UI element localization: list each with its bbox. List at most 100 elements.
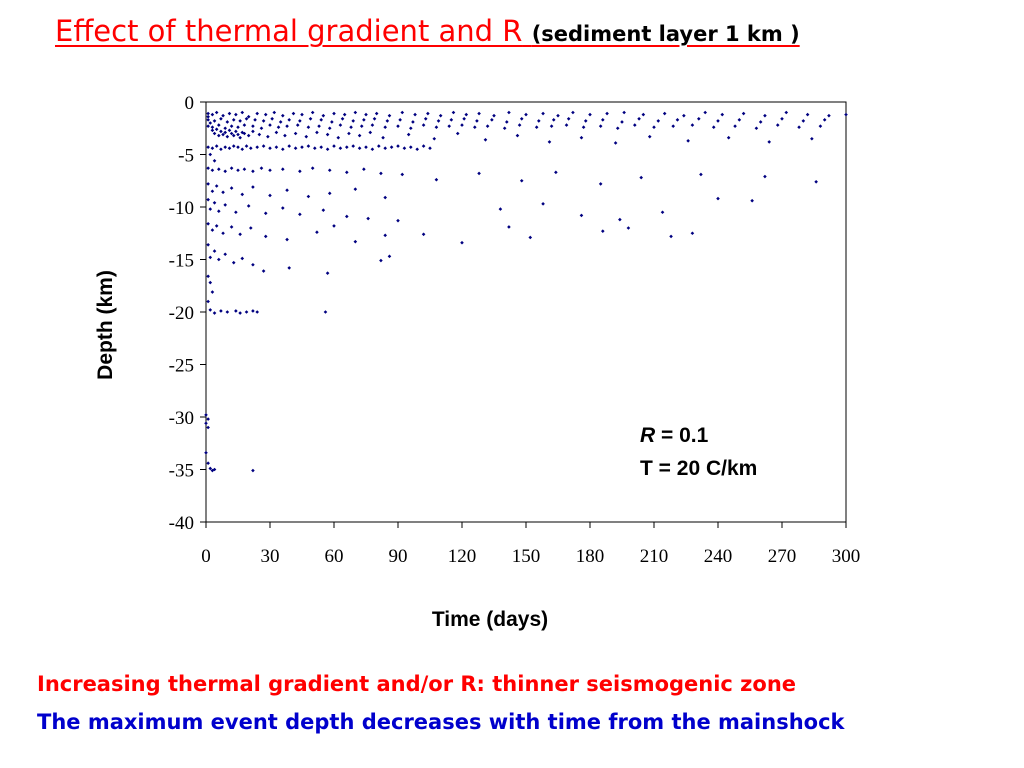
event-point (556, 113, 560, 118)
event-point (231, 118, 236, 122)
x-tick-label: 90 (389, 546, 408, 567)
event-point (541, 202, 545, 206)
event-point (219, 309, 223, 313)
event-point (345, 170, 349, 175)
event-point (210, 128, 215, 133)
event-point (370, 123, 375, 127)
event-point (389, 145, 394, 149)
event-point (238, 311, 242, 315)
event-point (733, 124, 737, 128)
event-point (206, 417, 210, 421)
event-point (206, 114, 210, 119)
event-point (298, 169, 302, 174)
plot-area (205, 101, 847, 523)
event-point (551, 118, 556, 122)
event-point (212, 119, 217, 123)
event-point (583, 119, 588, 123)
event-point (362, 118, 366, 122)
event-point (242, 131, 247, 136)
event-point (219, 129, 223, 134)
event-point (451, 110, 456, 115)
event-point (637, 117, 641, 121)
event-point (660, 210, 665, 215)
event-point (308, 117, 313, 121)
event-point (810, 136, 814, 141)
event-point (240, 192, 245, 197)
r-symbol: R (640, 424, 656, 447)
event-point (483, 138, 488, 142)
event-point (208, 466, 213, 471)
event-point (507, 110, 511, 115)
event-point (349, 125, 353, 129)
x-tick-label: 60 (325, 546, 344, 567)
event-point (234, 210, 238, 215)
event-point (498, 207, 503, 211)
event-point (217, 257, 221, 262)
event-point (703, 110, 707, 115)
event-point (293, 131, 298, 136)
event-point (720, 112, 725, 117)
event-point (428, 146, 432, 150)
event-point (524, 112, 528, 117)
event-point (214, 224, 219, 228)
event-point (306, 194, 311, 199)
event-point (225, 120, 230, 124)
event-point (359, 124, 364, 128)
event-point (618, 217, 622, 222)
event-point (396, 218, 400, 223)
event-point (214, 144, 219, 148)
event-point (206, 124, 210, 128)
event-point (238, 119, 242, 123)
event-point (223, 252, 227, 257)
event-point (396, 124, 400, 128)
event-point (319, 118, 323, 122)
event-point (315, 130, 319, 135)
event-point (652, 125, 656, 129)
event-point (620, 120, 624, 124)
event-point (225, 134, 230, 139)
event-point (210, 228, 215, 232)
x-tick-label: 180 (576, 546, 605, 567)
event-point (244, 144, 249, 148)
event-point (283, 133, 287, 138)
event-point (362, 167, 366, 171)
event-point (306, 125, 311, 129)
event-point (364, 112, 368, 117)
event-point (669, 234, 673, 239)
event-point (323, 310, 328, 314)
y-tick-label: 0 (185, 93, 195, 114)
event-point (517, 123, 522, 127)
event-point (633, 123, 637, 127)
event-point (217, 209, 221, 213)
event-point (291, 111, 296, 116)
event-point (426, 111, 430, 116)
event-point (251, 185, 255, 189)
event-point (208, 255, 213, 260)
event-point (229, 186, 234, 190)
x-tick-label: 150 (512, 546, 541, 567)
x-tick-label: 120 (448, 546, 477, 567)
event-point (505, 120, 509, 124)
event-point (332, 224, 336, 228)
event-point (268, 123, 272, 127)
event-point (231, 144, 236, 148)
event-point (208, 152, 213, 157)
y-tick-label: -20 (169, 303, 194, 324)
event-point (699, 172, 703, 177)
event-point (210, 189, 215, 194)
event-point (214, 110, 219, 115)
event-point (464, 112, 469, 117)
x-tick-label: 270 (768, 546, 797, 567)
event-point (210, 168, 215, 173)
event-point (447, 124, 451, 128)
event-point (455, 131, 460, 136)
event-point (398, 118, 402, 122)
event-point (246, 204, 251, 208)
event-point (287, 118, 291, 122)
event-point (332, 111, 336, 116)
event-point (353, 239, 358, 244)
event-point (208, 207, 213, 211)
event-point (244, 310, 249, 314)
event-point (421, 123, 426, 127)
event-point (327, 168, 332, 173)
